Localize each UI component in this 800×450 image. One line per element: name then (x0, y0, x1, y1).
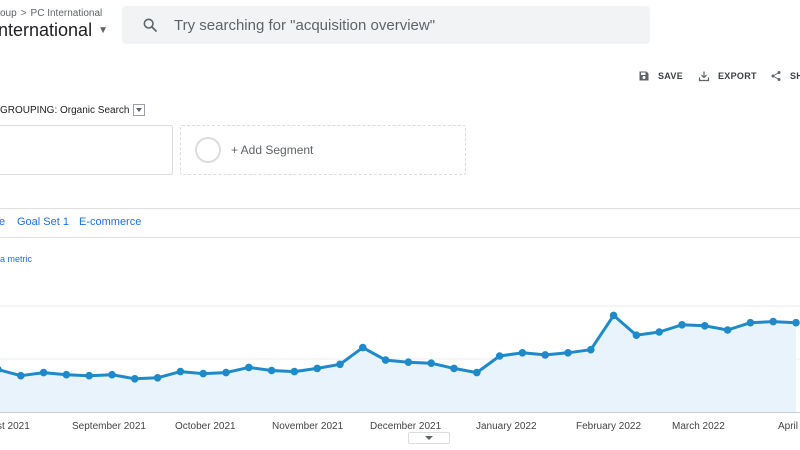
tab-goal-set-1[interactable]: Goal Set 1 (17, 216, 69, 228)
chart-point[interactable] (609, 311, 618, 320)
x-tick-label: st 2021 (0, 421, 30, 432)
breadcrumb: oup > PC International (0, 8, 102, 19)
chart-point[interactable] (39, 368, 48, 377)
export-button[interactable]: EXPORT (698, 70, 757, 82)
report-toolbar: SAVE EXPORT SH (0, 52, 800, 97)
chart-point[interactable] (62, 370, 71, 379)
caret-down-icon: ▼ (98, 25, 108, 36)
x-axis-labels: st 2021 September 2021 October 2021 Novembe… (0, 421, 800, 432)
chart-point[interactable] (222, 368, 230, 377)
chart-point[interactable] (769, 317, 777, 326)
sessions-chart: st 2021 September 2021 October 2021 Novembe… (0, 305, 800, 432)
chart-point[interactable] (678, 321, 686, 329)
add-segment-button[interactable]: + Add Segment (180, 125, 466, 175)
x-tick-label: April 20 (778, 421, 800, 432)
tab-e-commerce[interactable]: E-commerce (79, 216, 142, 228)
chart-point[interactable] (564, 349, 572, 357)
chart-point[interactable] (85, 371, 93, 380)
segment-card[interactable] (0, 125, 173, 175)
chart-point[interactable] (723, 326, 732, 334)
export-icon (698, 71, 710, 82)
chart-point[interactable] (131, 375, 139, 383)
chart-point[interactable] (381, 356, 390, 364)
chart-point[interactable] (336, 360, 344, 369)
share-icon (771, 71, 781, 81)
chart-point[interactable] (153, 374, 162, 382)
share-button[interactable]: SH (770, 70, 800, 82)
chart-points (0, 311, 800, 383)
tab-behavior[interactable]: e (0, 216, 6, 228)
chart-point[interactable] (176, 367, 185, 376)
save-label: SAVE (658, 71, 684, 81)
chart-point[interactable] (0, 366, 2, 374)
chart-point[interactable] (313, 364, 322, 373)
chart-point[interactable] (632, 331, 641, 339)
chart-point[interactable] (746, 318, 755, 327)
chart-point[interactable] (495, 352, 504, 360)
explorer-tabs: e Goal Set 1 E-commerce (0, 209, 800, 238)
app-header: oup > PC International nternational ▼ (0, 0, 800, 53)
x-tick-label: September 2021 (72, 421, 146, 432)
chart-point[interactable] (450, 364, 458, 373)
breadcrumb-current[interactable]: PC International (30, 8, 103, 19)
chart-point[interactable] (290, 367, 299, 376)
chart-point[interactable] (199, 369, 207, 378)
dropdown-arrow-icon[interactable] (133, 104, 146, 116)
chart-point[interactable] (701, 322, 709, 330)
x-tick-label: March 2022 (672, 421, 725, 432)
chart-point[interactable] (245, 363, 253, 372)
property-name: nternational (0, 20, 93, 40)
x-tick-label: January 2022 (476, 421, 537, 432)
segment-bar: GROUPING: Organic Search + Add Segment (0, 96, 800, 209)
add-segment-label: + Add Segment (231, 143, 314, 157)
chart-point[interactable] (473, 368, 481, 377)
chart-point[interactable] (541, 351, 549, 359)
chart-point[interactable] (655, 328, 663, 336)
chart-point[interactable] (587, 345, 595, 354)
export-label: EXPORT (718, 71, 757, 81)
channel-grouping[interactable]: GROUPING: Organic Search (0, 104, 146, 116)
property-selector[interactable]: nternational ▼ (0, 20, 108, 41)
chart-point[interactable] (518, 349, 527, 357)
chart-point[interactable] (792, 318, 800, 327)
chart-collapse-handle[interactable] (408, 432, 450, 444)
chart-area-fill (0, 315, 796, 412)
x-tick-label: October 2021 (175, 421, 236, 432)
search-bar[interactable] (122, 6, 650, 44)
save-icon (639, 71, 649, 81)
select-metric-link[interactable]: a metric (0, 254, 33, 264)
search-icon (143, 18, 157, 32)
save-button[interactable]: SAVE (638, 70, 683, 82)
x-tick-label: February 2022 (576, 421, 641, 432)
grouping-label: GROUPING: Organic Search (0, 104, 130, 116)
chart-series-line (0, 313, 797, 381)
chart-point[interactable] (404, 358, 413, 366)
x-tick-label: November 2021 (272, 421, 344, 432)
x-tick-label: December 2021 (370, 421, 442, 432)
share-label: SH (790, 71, 800, 81)
chart-point[interactable] (427, 359, 436, 367)
breadcrumb-parent[interactable]: oup (0, 8, 17, 19)
chart-point[interactable] (17, 371, 25, 380)
breadcrumb-separator: > (20, 8, 27, 19)
circle-icon (195, 137, 221, 163)
search-input[interactable] (172, 15, 616, 35)
chart-point[interactable] (359, 343, 367, 352)
chart-point[interactable] (267, 366, 276, 375)
chart-point[interactable] (108, 370, 116, 379)
